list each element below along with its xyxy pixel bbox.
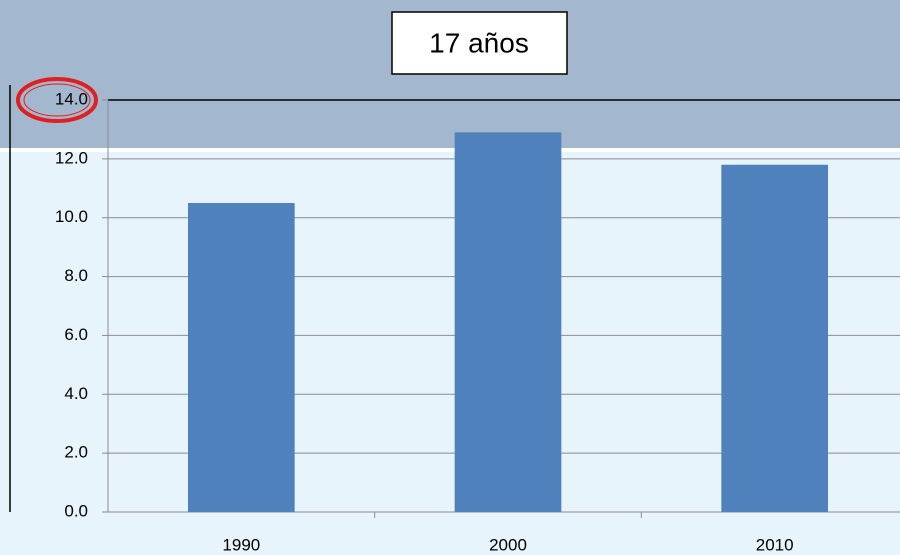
y-tick-label: 0.0 <box>64 501 88 520</box>
header-separator <box>0 148 900 152</box>
y-tick-label: 12.0 <box>55 148 88 167</box>
bar <box>188 203 295 512</box>
y-tick-label: 6.0 <box>64 325 88 344</box>
chart-title: 17 años <box>429 27 529 58</box>
highlight-circle-inner <box>23 83 91 117</box>
x-tick-label: 2000 <box>489 535 527 554</box>
bar <box>721 164 828 512</box>
y-tick-label: 8.0 <box>64 266 88 285</box>
highlight-circle <box>16 77 98 123</box>
y-tick-label: 10.0 <box>55 207 88 226</box>
y-tick-label: 14.0 <box>55 89 88 108</box>
title-box <box>391 11 568 75</box>
y-tick-label: 2.0 <box>64 443 88 462</box>
bar <box>454 132 562 512</box>
x-tick-label: 1990 <box>222 535 260 554</box>
plot-area: 0.0 2.0 4.0 6.0 8.0 10.0 12.0 14.0 1990 2000 2010 <box>55 89 900 554</box>
y-tick-label: 4.0 <box>64 384 88 403</box>
x-tick-label: 2010 <box>756 535 794 554</box>
